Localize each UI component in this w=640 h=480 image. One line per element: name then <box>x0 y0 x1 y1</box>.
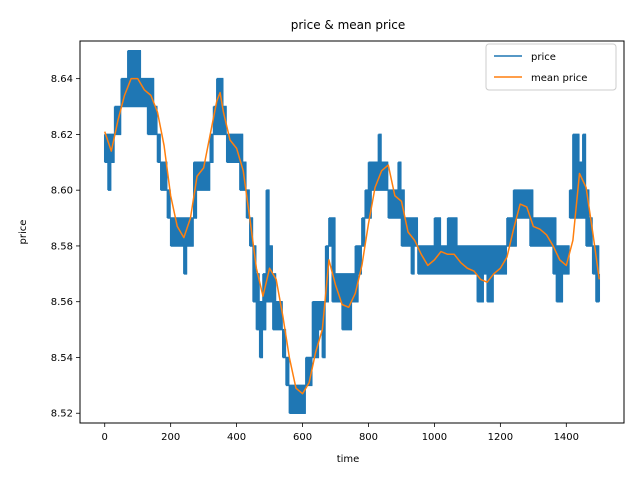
legend: price mean price <box>485 43 617 91</box>
x-tick-label: 200 <box>161 432 180 443</box>
series-mean-price-line <box>104 77 601 395</box>
y-axis-label: price <box>18 220 29 245</box>
x-axis: 0 200 400 600 800 1000 1200 1400 <box>102 423 579 443</box>
x-tick-label: 1000 <box>422 432 447 443</box>
y-tick-label: 8.60 <box>51 186 73 197</box>
x-tick-label: 0 <box>102 432 108 443</box>
plot-area: 0 200 400 600 800 1000 1200 1400 8.528.548.568.… <box>51 40 625 443</box>
y-axis: 8.52 8.54 8.56 8.58 8.60 8.62 8.64 <box>51 74 80 420</box>
series-layer <box>103 50 601 414</box>
x-tick-label: 1400 <box>554 432 579 443</box>
series-price-line <box>103 50 601 414</box>
x-tick-label: 600 <box>293 432 312 443</box>
x-axis-label: time <box>337 454 360 465</box>
y-tick-label: 8.62 <box>51 130 73 141</box>
y-tick-label: 8.56 <box>51 297 73 308</box>
axes-frame <box>79 40 625 424</box>
legend-label-price: price <box>531 52 556 63</box>
x-tick-label: 1200 <box>488 432 513 443</box>
x-tick-label: 800 <box>359 432 378 443</box>
legend-label-mean-price: mean price <box>531 73 587 84</box>
chart-title: price & mean price <box>291 18 406 32</box>
x-tick-label: 400 <box>227 432 246 443</box>
y-tick-label: 8.54 <box>51 353 73 364</box>
y-tick-label: 8.64 <box>51 74 73 85</box>
y-tick-label: 8.58 <box>51 241 73 252</box>
y-tick-label: 8.52 <box>51 409 73 420</box>
